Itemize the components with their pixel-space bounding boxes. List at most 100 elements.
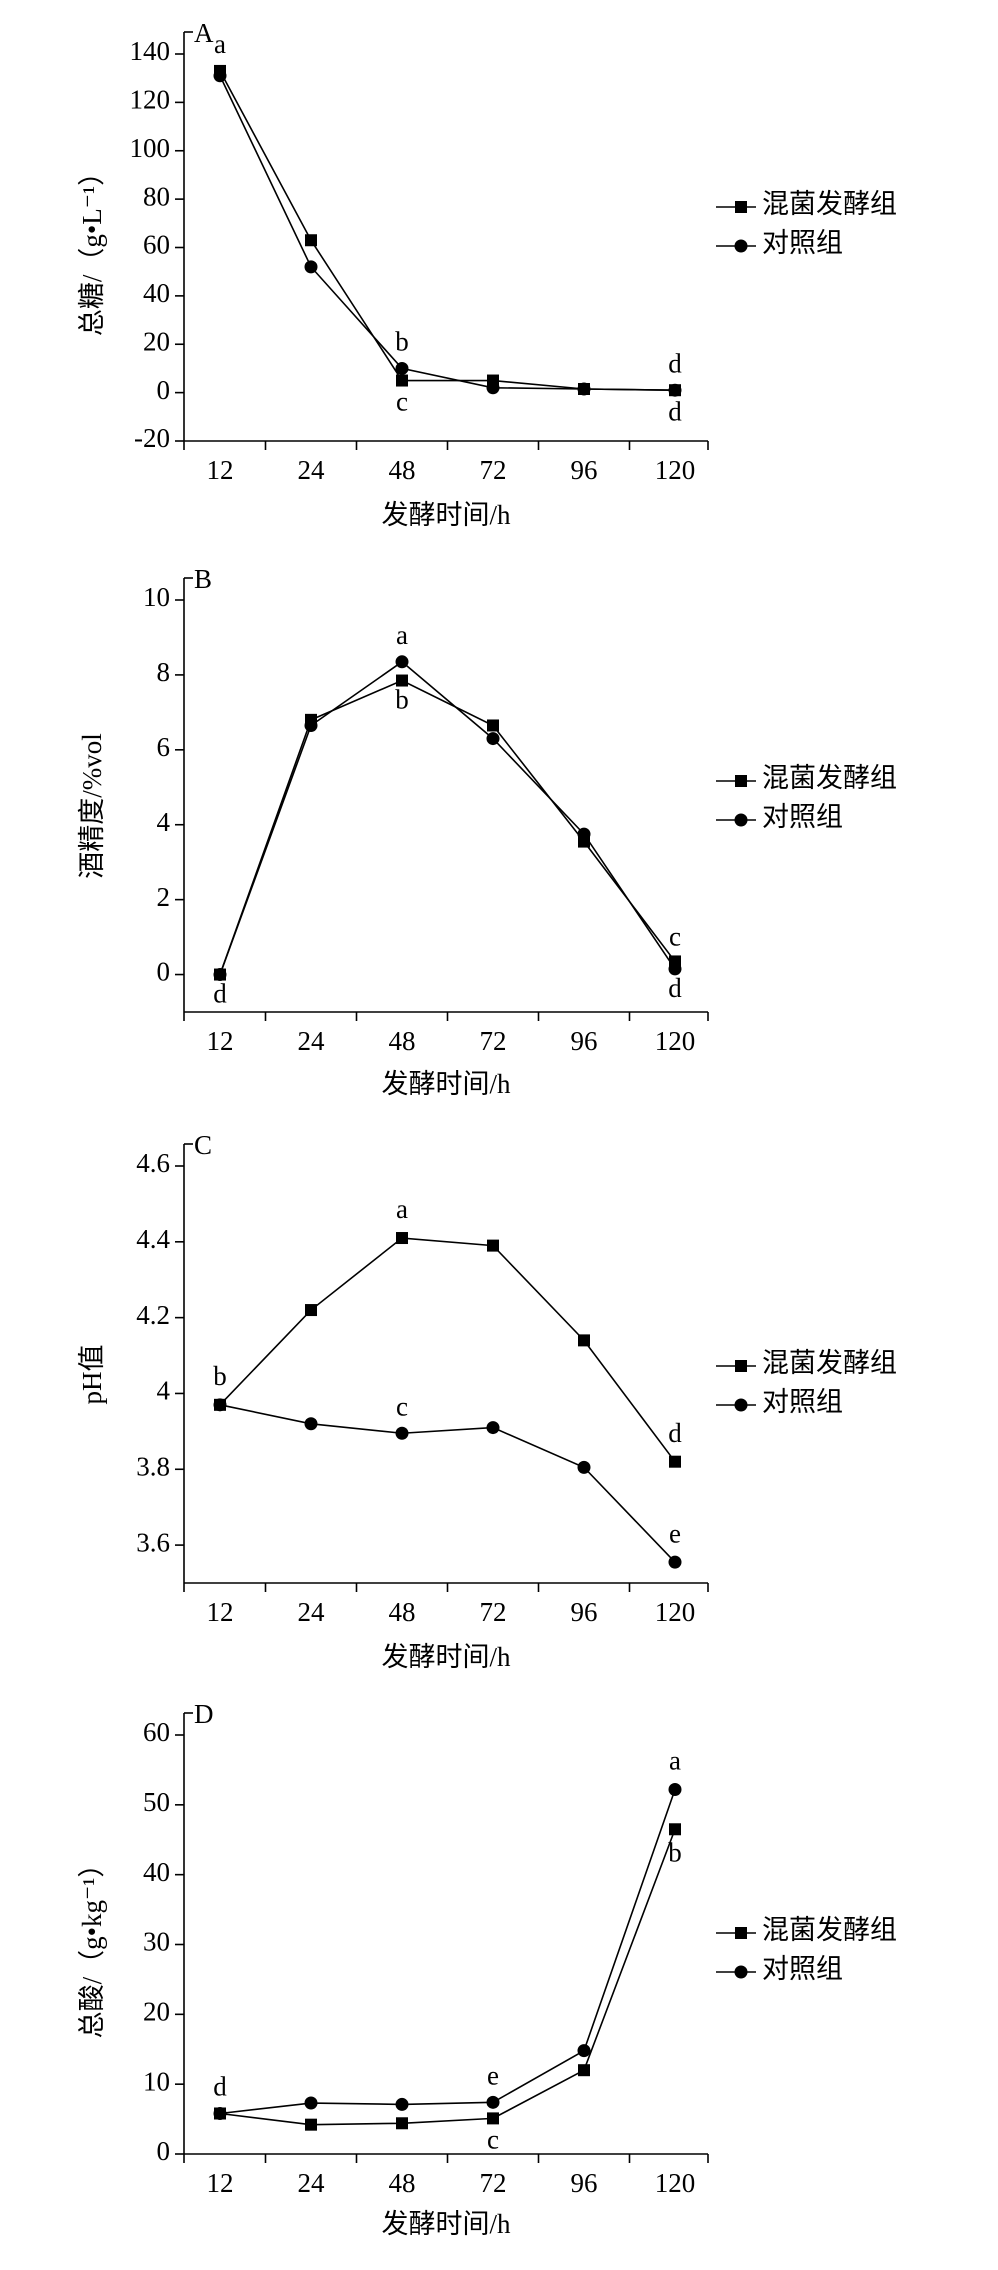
marker-square bbox=[487, 1239, 499, 1252]
x-tick-label: 96 bbox=[571, 455, 598, 485]
marker-square bbox=[735, 775, 747, 787]
marker-circle bbox=[734, 239, 748, 253]
series-line bbox=[219, 70, 676, 392]
x-tick-label: 72 bbox=[480, 1597, 507, 1627]
marker-square bbox=[735, 201, 747, 213]
y-tick-label: 4.4 bbox=[136, 1224, 170, 1254]
series-line bbox=[219, 660, 676, 975]
marker-square bbox=[396, 674, 408, 687]
annotation: d bbox=[213, 2072, 227, 2102]
marker-square bbox=[305, 2118, 317, 2131]
x-tick-label: 96 bbox=[571, 1597, 598, 1627]
y-tick-label: 3.6 bbox=[136, 1527, 170, 1557]
y-tick-label: 0 bbox=[157, 2136, 171, 2166]
y-axis-label: 总糖/（g•L⁻¹） bbox=[77, 159, 107, 336]
x-tick-label: 24 bbox=[298, 1597, 326, 1627]
series-line bbox=[219, 1828, 676, 2126]
x-tick-label: 72 bbox=[480, 2168, 507, 2198]
legend-label: 对照组 bbox=[762, 1387, 843, 1417]
x-axis-label: 发酵时间/h bbox=[381, 500, 511, 530]
series-line bbox=[219, 1237, 676, 1463]
y-tick-label: 20 bbox=[143, 326, 170, 356]
annotation: a bbox=[396, 1194, 408, 1224]
legend-label: 混菌发酵组 bbox=[762, 189, 897, 219]
x-tick-label: 48 bbox=[389, 2168, 416, 2198]
x-tick-label: 12 bbox=[207, 1026, 234, 1056]
marker-circle bbox=[213, 968, 227, 982]
y-tick-label: 20 bbox=[143, 1997, 170, 2027]
marker-circle bbox=[668, 1782, 682, 1796]
marker-square bbox=[396, 2117, 408, 2130]
marker-circle bbox=[577, 1460, 591, 1474]
annotation: c bbox=[396, 1391, 408, 1421]
marker-circle bbox=[395, 655, 409, 669]
x-tick-label: 72 bbox=[480, 1026, 507, 1056]
annotation: b bbox=[395, 685, 409, 715]
y-tick-label: 0 bbox=[157, 375, 171, 405]
marker-square bbox=[735, 1360, 747, 1372]
series-line bbox=[219, 679, 676, 975]
marker-circle bbox=[213, 2106, 227, 2120]
marker-circle bbox=[577, 2044, 591, 2058]
marker-circle bbox=[668, 1555, 682, 1569]
x-tick-label: 96 bbox=[571, 2168, 598, 2198]
annotation: d bbox=[668, 1418, 682, 1448]
series-line bbox=[219, 1404, 676, 1563]
legend-label: 混菌发酵组 bbox=[762, 763, 897, 793]
marker-circle bbox=[734, 813, 748, 827]
y-tick-label: 40 bbox=[143, 1857, 170, 1887]
marker-circle bbox=[668, 962, 682, 976]
annotation: e bbox=[487, 2061, 499, 2091]
y-axis-label: 总酸/（g•kg⁻¹） bbox=[77, 1851, 107, 2039]
panel-label: B bbox=[194, 564, 212, 594]
marker-square bbox=[578, 1334, 590, 1347]
x-tick-label: 24 bbox=[298, 2168, 326, 2198]
annotation: b bbox=[213, 1361, 227, 1391]
marker-circle bbox=[395, 1426, 409, 1440]
marker-circle bbox=[577, 382, 591, 396]
y-tick-label: 50 bbox=[143, 1787, 170, 1817]
y-tick-label: 4.2 bbox=[136, 1300, 170, 1330]
marker-circle bbox=[668, 383, 682, 397]
x-tick-label: 24 bbox=[298, 1026, 326, 1056]
y-tick-label: -20 bbox=[134, 423, 170, 453]
y-tick-label: 3.8 bbox=[136, 1451, 170, 1481]
annotation: a bbox=[396, 620, 408, 650]
marker-circle bbox=[304, 1417, 318, 1431]
y-axis-label: 酒精度/%vol bbox=[77, 733, 107, 879]
y-tick-label: 4.6 bbox=[136, 1148, 170, 1178]
y-tick-label: 0 bbox=[157, 957, 171, 987]
marker-square bbox=[487, 719, 499, 732]
marker-square bbox=[578, 2064, 590, 2077]
y-tick-label: 2 bbox=[157, 882, 171, 912]
x-tick-label: 12 bbox=[207, 1597, 234, 1627]
marker-square bbox=[305, 234, 317, 247]
x-tick-label: 72 bbox=[480, 455, 507, 485]
x-tick-label: 12 bbox=[207, 455, 234, 485]
marker-circle bbox=[304, 260, 318, 274]
marker-circle bbox=[486, 1421, 500, 1435]
marker-square bbox=[735, 1927, 747, 1939]
panel-label: A bbox=[194, 18, 214, 48]
legend-label: 混菌发酵组 bbox=[762, 1348, 897, 1378]
marker-square bbox=[669, 1455, 681, 1468]
marker-circle bbox=[395, 361, 409, 375]
y-tick-label: 120 bbox=[130, 85, 171, 115]
x-tick-label: 120 bbox=[655, 455, 696, 485]
marker-circle bbox=[486, 381, 500, 395]
y-tick-label: 60 bbox=[143, 230, 170, 260]
marker-circle bbox=[213, 69, 227, 83]
marker-circle bbox=[734, 1398, 748, 1412]
y-tick-label: 100 bbox=[130, 133, 171, 163]
marker-circle bbox=[213, 1398, 227, 1412]
x-axis-label: 发酵时间/h bbox=[381, 2209, 511, 2239]
y-tick-label: 30 bbox=[143, 1927, 170, 1957]
marker-circle bbox=[486, 732, 500, 746]
marker-circle bbox=[734, 1965, 748, 1979]
marker-circle bbox=[486, 2095, 500, 2109]
x-tick-label: 96 bbox=[571, 1026, 598, 1056]
x-tick-label: 48 bbox=[389, 1026, 416, 1056]
y-tick-label: 6 bbox=[157, 732, 171, 762]
legend-label: 对照组 bbox=[762, 228, 843, 258]
